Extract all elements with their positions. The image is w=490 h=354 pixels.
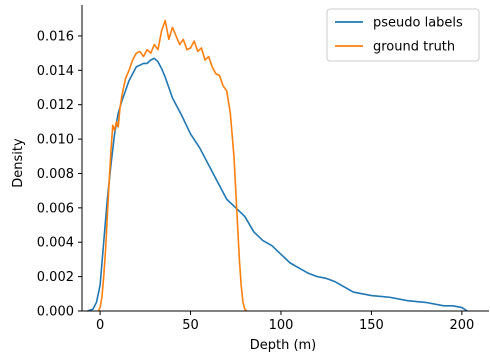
legend-frame: [326, 8, 480, 62]
legend-label-pseudo-labels: pseudo labels: [373, 16, 463, 31]
axes-layer: 0 50 100 150 200 0.000 0.002 0.004 0.006 0.008 0.0…: [37, 5, 489, 333]
x-axis-label: Depth (m): [250, 338, 317, 353]
y-tick-label: 0.002: [37, 270, 74, 285]
series-line-pseudo-labels: [87, 57, 468, 312]
x-tick-label: 100: [269, 318, 294, 333]
y-axis-label: Density: [11, 138, 26, 188]
legend: pseudo labels ground truth: [326, 8, 480, 62]
y-tick-label: 0.010: [37, 133, 74, 148]
y-tick-label: 0.006: [37, 201, 74, 216]
series-line-ground-truth: [97, 19, 248, 312]
x-tick-label: 200: [449, 318, 474, 333]
y-tick-label: 0.014: [37, 64, 74, 79]
x-tick-label: 150: [359, 318, 384, 333]
legend-label-ground-truth: ground truth: [373, 40, 455, 55]
y-tick-label: 0.004: [37, 236, 74, 251]
y-tick-label: 0.012: [37, 98, 74, 113]
plot-layer: [87, 19, 468, 312]
x-tick-label: 0: [96, 318, 104, 333]
x-tick-label: 50: [182, 318, 199, 333]
y-tick-label: 0.016: [37, 29, 74, 44]
y-tick-label: 0.000: [37, 305, 74, 320]
y-tick-label: 0.008: [37, 167, 74, 182]
